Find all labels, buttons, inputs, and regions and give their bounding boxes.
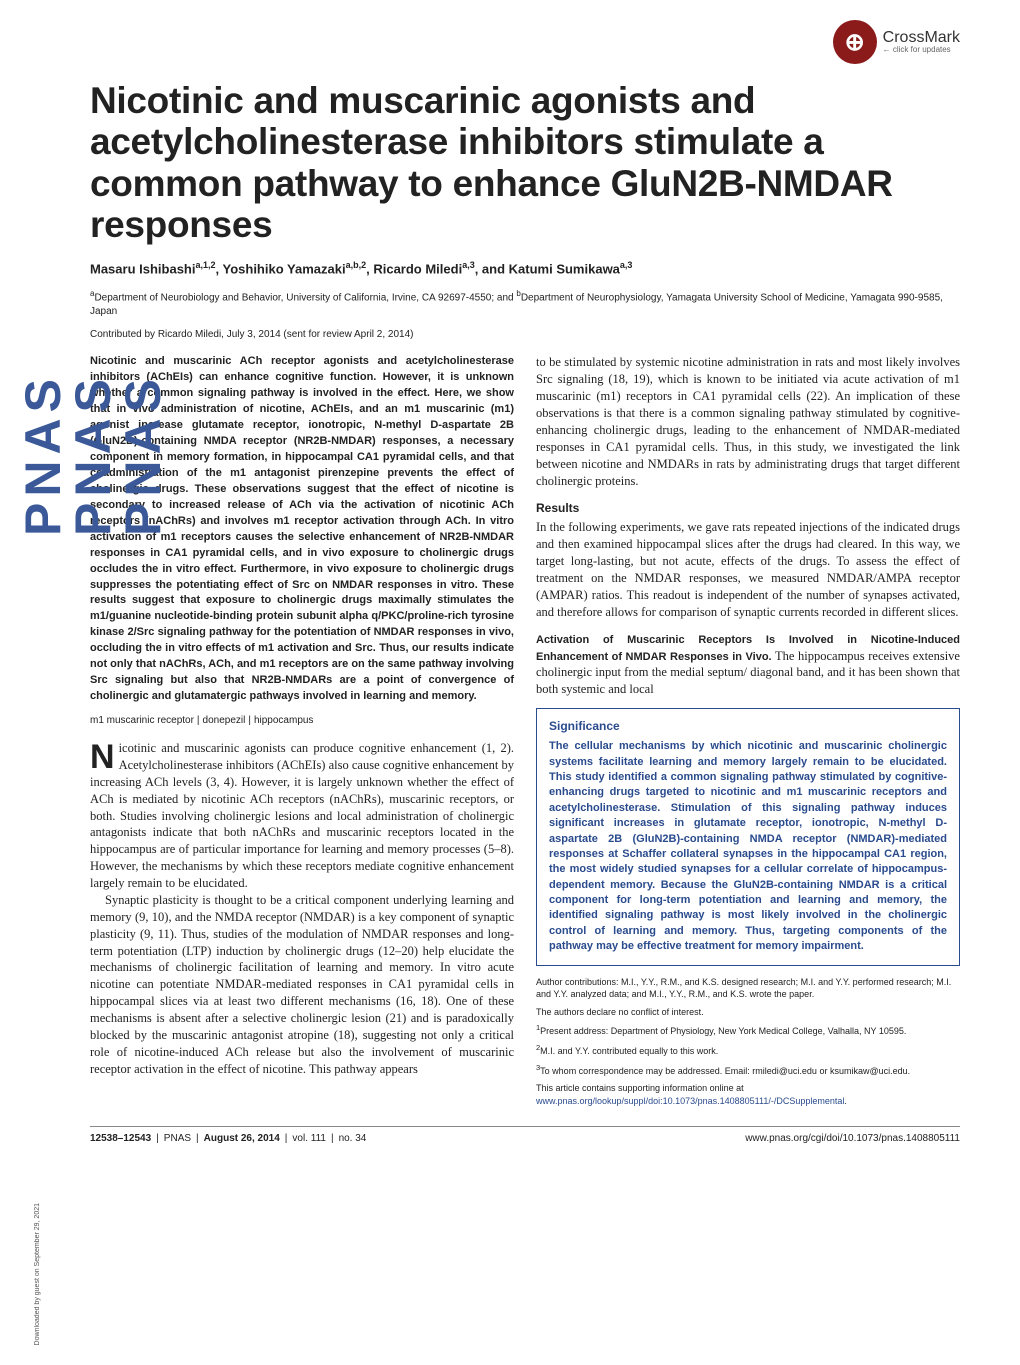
page-range: 12538–12543: [90, 1133, 151, 1144]
intro-paragraph: Synaptic plasticity is thought to be a c…: [90, 892, 514, 1078]
significance-box: Significance The cellular mechanisms by …: [536, 708, 960, 965]
body-paragraph: In the following experiments, we gave ra…: [536, 519, 960, 620]
contributed-line: Contributed by Ricardo Miledi, July 3, 2…: [90, 329, 960, 340]
issue: no. 34: [339, 1133, 367, 1144]
supporting-info: This article contains supporting informa…: [536, 1082, 960, 1107]
author-contributions: Author contributions: M.I., Y.Y., R.M., …: [536, 976, 960, 1001]
crossmark-badge[interactable]: ⊕ CrossMark ← click for updates: [833, 20, 960, 64]
article-title: Nicotinic and muscarinic agonists and ac…: [90, 80, 960, 246]
significance-body: The cellular mechanisms by which nicotin…: [549, 739, 947, 954]
pub-date: August 26, 2014: [204, 1133, 280, 1144]
footnote-3: 3To whom correspondence may be addressed…: [536, 1063, 960, 1078]
footnote-2: 2M.I. and Y.Y. contributed equally to th…: [536, 1043, 960, 1058]
intro-text: Nicotinic and muscarinic agonists can pr…: [90, 740, 514, 1078]
crossmark-label: CrossMark: [883, 30, 960, 46]
pnas-logo-rep: PNAS: [18, 120, 68, 790]
pnas-logo-rep: PNAS: [68, 120, 118, 790]
crossmark-text: CrossMark ← click for updates: [883, 30, 960, 54]
pnas-sidebar-logo: PNAS PNAS PNAS: [18, 90, 58, 790]
authors: Masaru Ishibashia,1,2, Yoshihiko Yamazak…: [90, 260, 960, 276]
body-paragraph: to be stimulated by systemic nicotine ad…: [536, 354, 960, 489]
footnote-1: 1Present address: Department of Physiolo…: [536, 1023, 960, 1038]
crossmark-glyph: ⊕: [845, 28, 865, 57]
download-note: Downloaded by guest on September 29, 202…: [34, 1203, 41, 1345]
conflict-of-interest: The authors declare no conflict of inter…: [536, 1006, 960, 1019]
crossmark-sub: ← click for updates: [883, 46, 960, 54]
footer-left: 12538–12543|PNAS|August 26, 2014|vol. 11…: [90, 1133, 366, 1144]
journal-name: PNAS: [164, 1133, 191, 1144]
results-text: In the following experiments, we gave ra…: [536, 519, 960, 620]
footer-right: www.pnas.org/cgi/doi/10.1073/pnas.140880…: [745, 1133, 960, 1144]
footnotes: Author contributions: M.I., Y.Y., R.M., …: [536, 976, 960, 1108]
subsection: Activation of Muscarinic Receptors Is In…: [536, 631, 960, 699]
pnas-logo-rep: PNAS: [118, 120, 168, 790]
results-heading: Results: [536, 501, 960, 515]
significance-title: Significance: [549, 719, 947, 733]
supporting-info-link[interactable]: www.pnas.org/lookup/suppl/doi:10.1073/pn…: [536, 1096, 844, 1106]
keyword: donepezil: [203, 715, 246, 726]
volume: vol. 111: [292, 1133, 326, 1144]
two-column-layout: Nicotinic and muscarinic ACh receptor ag…: [90, 354, 960, 1112]
col2-continuation: to be stimulated by systemic nicotine ad…: [536, 354, 960, 489]
keyword: hippocampus: [254, 715, 313, 726]
right-column: to be stimulated by systemic nicotine ad…: [536, 354, 960, 1112]
page-footer: 12538–12543|PNAS|August 26, 2014|vol. 11…: [90, 1126, 960, 1144]
page: PNAS PNAS PNAS Downloaded by guest on Se…: [0, 0, 1020, 1365]
crossmark-icon: ⊕: [833, 20, 877, 64]
affiliations: aDepartment of Neurobiology and Behavior…: [90, 288, 960, 319]
